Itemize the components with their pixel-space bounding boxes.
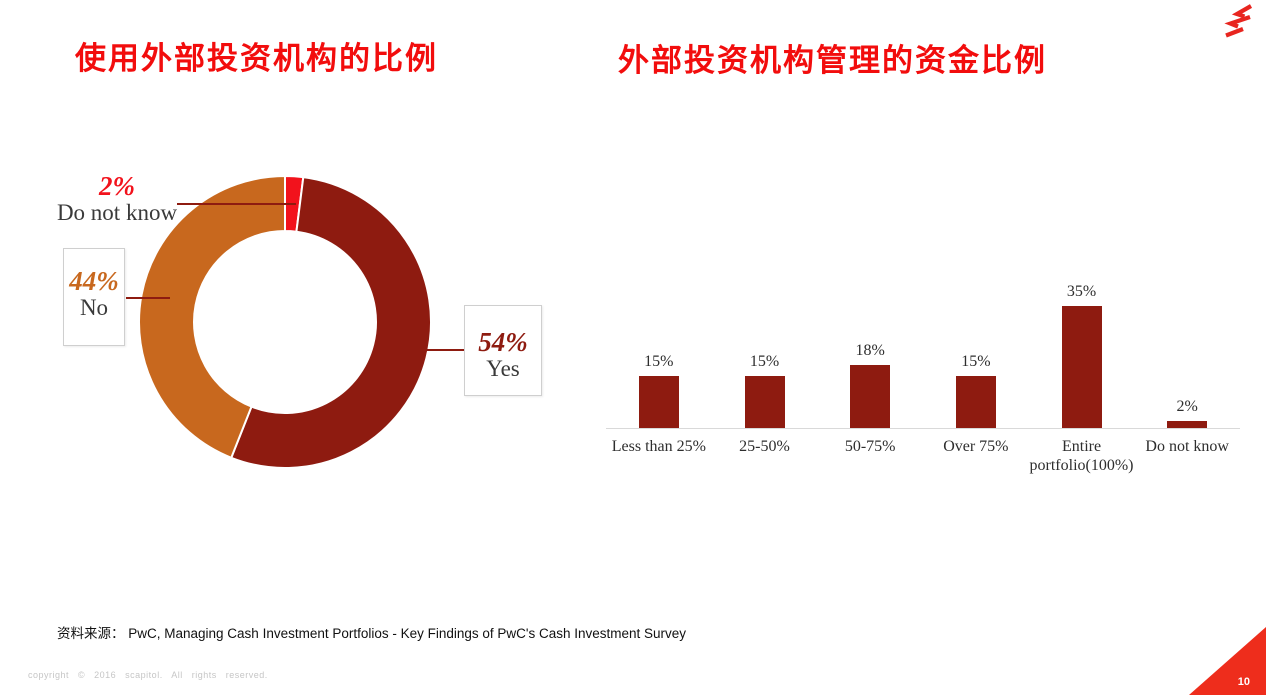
- callout-label: Do not know: [56, 200, 178, 226]
- donut-chart: [138, 174, 432, 469]
- bar-column: 15%: [606, 352, 712, 428]
- bar: [1061, 305, 1102, 428]
- callout-yes: 54% Yes: [464, 305, 542, 396]
- leader-line-do-not-know: [177, 203, 296, 205]
- bar-category-label: Entire portfolio(100%): [1029, 438, 1134, 475]
- copyright-text: copyright © 2016 scapitol. All rights re…: [28, 670, 268, 680]
- bar-chart: 15% 15% 18% 15% 35% 2% Less than 25% 25-50% 50-…: [606, 272, 1240, 475]
- callout-value: 54%: [478, 327, 528, 357]
- bar-columns: 15% 15% 18% 15% 35% 2%: [606, 272, 1240, 428]
- callout-value: 44%: [69, 266, 119, 296]
- corner-triangle: [1189, 627, 1266, 695]
- page-number: 10: [1237, 676, 1250, 688]
- x-axis-line: [606, 428, 1240, 429]
- bar-value-label: 15%: [749, 352, 780, 370]
- bar-column: 35%: [1029, 282, 1135, 428]
- bar-categories: Less than 25% 25-50% 50-75% Over 75% Entire …: [606, 429, 1240, 475]
- bar: [744, 375, 785, 428]
- bar: [850, 365, 891, 428]
- donut-segment-yes: [229, 176, 432, 469]
- bar-category-label: 50-75%: [844, 438, 896, 455]
- bar: [955, 375, 996, 428]
- bar-value-label: 15%: [961, 352, 991, 370]
- bar-column: 15%: [712, 352, 818, 428]
- bar-category-label: Less than 25%: [611, 438, 706, 455]
- bar: [1167, 421, 1208, 428]
- bar-column: 15%: [923, 352, 1029, 428]
- callout-value: 2%: [99, 171, 135, 201]
- left-chart-title: 使用外部投资机构的比例: [75, 41, 438, 76]
- leader-line-yes: [427, 349, 464, 351]
- bar: [638, 375, 679, 428]
- callout-label: Yes: [486, 356, 520, 382]
- bar-category-label: Over 75%: [943, 438, 1009, 455]
- donut-segment-no: [138, 174, 286, 460]
- callout-do-not-know: 2% Do not know: [42, 172, 192, 227]
- bar-category-label: 25-50%: [739, 438, 790, 455]
- bar-value-label: 35%: [1066, 282, 1097, 300]
- bar-column: 18%: [817, 342, 923, 428]
- brand-logo-icon: [1224, 4, 1253, 38]
- callout-label: No: [79, 295, 109, 321]
- callout-no: 44% No: [63, 248, 125, 346]
- bar-category-label: Do not know: [1145, 438, 1229, 455]
- source-line: 资料来源： PwC, Managing Cash Investment Port…: [57, 626, 687, 641]
- leader-line-no: [126, 297, 170, 299]
- bar-value-label: 18%: [855, 342, 885, 359]
- bar-column: 2%: [1134, 398, 1240, 428]
- right-chart-title: 外部投资机构管理的资金比例: [618, 43, 1047, 78]
- bar-value-label: 2%: [1176, 398, 1198, 415]
- bar-value-label: 15%: [644, 352, 674, 370]
